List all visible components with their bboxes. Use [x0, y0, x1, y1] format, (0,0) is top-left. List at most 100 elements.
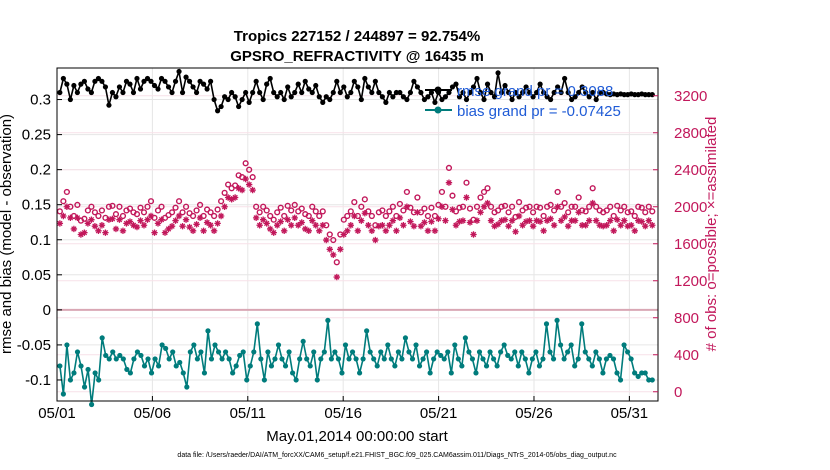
rmse-point	[463, 96, 470, 103]
possible-obs-point	[603, 207, 610, 214]
assimilated-obs-point	[491, 222, 498, 230]
rmse-point	[411, 78, 417, 84]
rmse-point	[190, 84, 196, 90]
rmse-point	[302, 78, 308, 84]
assimilated-obs-point	[561, 213, 568, 221]
assimilated-obs-point	[133, 223, 141, 231]
possible-obs-point	[614, 202, 621, 209]
rmse-point	[186, 78, 193, 84]
bias-point	[141, 363, 148, 369]
bias-point	[120, 356, 126, 362]
assimilated-obs-point	[547, 215, 554, 222]
assimilated-obs-point	[217, 212, 225, 220]
rmse-point	[306, 86, 312, 92]
assimilated-obs-point	[309, 217, 316, 224]
rmse-point	[274, 94, 280, 100]
possible-obs-point	[607, 203, 614, 210]
y-tick-label-6: 0.2	[30, 162, 51, 179]
possible-obs-point	[189, 212, 197, 220]
bias-point	[159, 342, 165, 348]
bias-point	[526, 370, 532, 376]
rmse-point	[144, 75, 151, 82]
bias-point	[490, 356, 497, 362]
possible-obs-point	[537, 204, 544, 211]
bias-point	[71, 370, 77, 376]
bias-point	[367, 349, 373, 355]
rmse-point	[123, 78, 130, 84]
possible-obs-point	[565, 209, 572, 216]
assimilated-obs-point	[56, 220, 64, 227]
possible-obs-point	[333, 259, 340, 266]
possible-obs-point	[610, 212, 617, 220]
rmse-point	[215, 108, 221, 114]
bias-point	[582, 349, 588, 355]
bias-point	[515, 363, 521, 369]
possible-obs-point	[361, 196, 368, 203]
assimilated-obs-point	[642, 222, 649, 230]
assimilated-obs-point	[424, 227, 432, 234]
bias-point	[360, 356, 366, 362]
possible-obs-point	[529, 209, 537, 216]
possible-obs-point	[631, 212, 638, 220]
rmse-point	[442, 94, 449, 100]
possible-obs-point	[533, 203, 540, 210]
bias-point	[78, 363, 84, 369]
bias-point	[448, 370, 454, 376]
possible-obs-point	[260, 203, 267, 210]
assimilated-obs-point	[564, 222, 572, 230]
bias-point	[64, 342, 70, 348]
assimilated-obs-point	[319, 222, 326, 229]
bias-point	[452, 342, 458, 348]
assimilated-obs-point	[477, 209, 484, 216]
possible-obs-point	[589, 185, 596, 192]
rmse-point	[155, 86, 161, 92]
possible-obs-point	[403, 188, 410, 196]
rmse-point	[579, 84, 585, 90]
rmse-point	[232, 94, 238, 100]
rmse-point	[207, 78, 214, 84]
assimilated-obs-point	[91, 222, 99, 230]
bias-point	[163, 345, 169, 352]
assimilated-obs-point	[358, 217, 365, 224]
assimilated-obs-point	[186, 223, 193, 231]
possible-obs-point	[347, 208, 354, 215]
rmse-point	[386, 89, 392, 96]
assimilated-obs-point	[452, 222, 460, 229]
assimilated-obs-point	[484, 199, 491, 207]
bias-point	[586, 356, 592, 362]
assimilated-obs-point	[365, 222, 372, 229]
assimilated-obs-point	[277, 218, 284, 225]
rmse-point	[281, 96, 287, 103]
bias-point	[529, 356, 535, 362]
bias-point	[194, 356, 200, 362]
possible-obs-point	[284, 202, 291, 209]
y-tick-label-5: 0.15	[22, 197, 51, 214]
bias-point	[519, 349, 525, 355]
possible-obs-point	[508, 203, 516, 210]
assimilated-obs-point	[144, 216, 151, 223]
bias-point	[325, 317, 331, 323]
possible-obs-point	[270, 216, 277, 223]
assimilated-obs-point	[200, 227, 207, 234]
assimilated-obs-point	[389, 217, 397, 224]
bias-point	[624, 349, 631, 355]
bias-point	[487, 349, 493, 355]
rmse-point	[369, 89, 375, 96]
bias-point	[378, 349, 384, 355]
bias-point	[177, 359, 183, 366]
assimilated-obs-point	[505, 222, 512, 230]
possible-obs-point	[351, 199, 358, 206]
rmse-point	[327, 96, 333, 103]
assimilated-obs-point	[112, 225, 120, 233]
y-tick-label-7: 0.25	[22, 127, 51, 144]
rmse-point	[344, 94, 350, 100]
assimilated-obs-point	[543, 217, 551, 224]
bias-point	[198, 349, 204, 355]
bias-point	[138, 352, 144, 359]
rmse-point	[583, 89, 589, 96]
assimilated-obs-point	[487, 217, 495, 224]
bias-point	[494, 363, 500, 369]
possible-obs-point	[593, 203, 600, 210]
rmse-point	[446, 89, 452, 96]
